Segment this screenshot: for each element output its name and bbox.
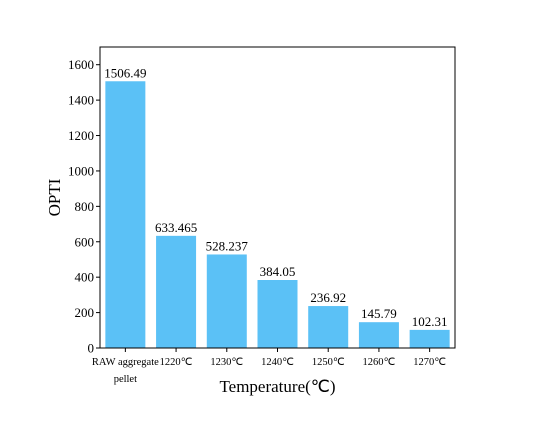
- y-tick-label: 600: [75, 234, 95, 249]
- bar: [409, 329, 450, 348]
- y-axis-ticks: 0 200 400 600 800 1000 1200 1400 1600: [68, 57, 100, 356]
- bar: [156, 235, 197, 348]
- x-tick-label: RAW aggregate: [92, 357, 159, 368]
- y-tick-label: 1600: [68, 57, 94, 72]
- y-tick-label: 800: [75, 199, 95, 214]
- y-tick-label: 1200: [68, 128, 94, 143]
- x-tick-label: 1240℃: [261, 357, 294, 368]
- bar-value-label: 236.92: [310, 290, 346, 305]
- x-axis-title: Temperature(℃): [219, 377, 335, 396]
- bar: [358, 322, 399, 348]
- y-tick-label: 200: [75, 305, 95, 320]
- x-tick-label: 1260℃: [363, 357, 396, 368]
- x-tick-label: 1270℃: [413, 357, 446, 368]
- x-tick-label: 1230℃: [210, 357, 243, 368]
- y-tick-label: 0: [88, 341, 95, 356]
- y-tick-label: 1000: [68, 163, 94, 178]
- x-tick-label: 1250℃: [312, 357, 345, 368]
- value-labels-group: 1506.49 633.465 528.237 384.05 236.92 145.79 1…: [104, 65, 447, 329]
- bar: [105, 81, 146, 349]
- bar: [257, 280, 298, 348]
- bar-value-label: 384.05: [260, 264, 296, 279]
- y-tick-label: 400: [75, 270, 95, 285]
- bar: [206, 254, 247, 348]
- bar-value-label: 145.79: [361, 306, 397, 321]
- bar: [308, 306, 349, 348]
- bars-group: [105, 81, 450, 349]
- x-tick-label: pellet: [114, 374, 137, 385]
- x-tick-label: 1220℃: [160, 357, 193, 368]
- bar-value-label: 1506.49: [104, 65, 146, 80]
- bar-value-label: 528.237: [206, 238, 249, 253]
- y-tick-label: 1400: [68, 93, 94, 108]
- x-axis-ticks: RAW aggregate pellet 1220℃ 1230℃ 1240℃ 1250℃ 1…: [92, 348, 446, 385]
- bar-value-label: 102.31: [412, 314, 448, 329]
- bar-value-label: 633.465: [155, 220, 197, 235]
- y-axis-title: OPTI: [45, 178, 64, 216]
